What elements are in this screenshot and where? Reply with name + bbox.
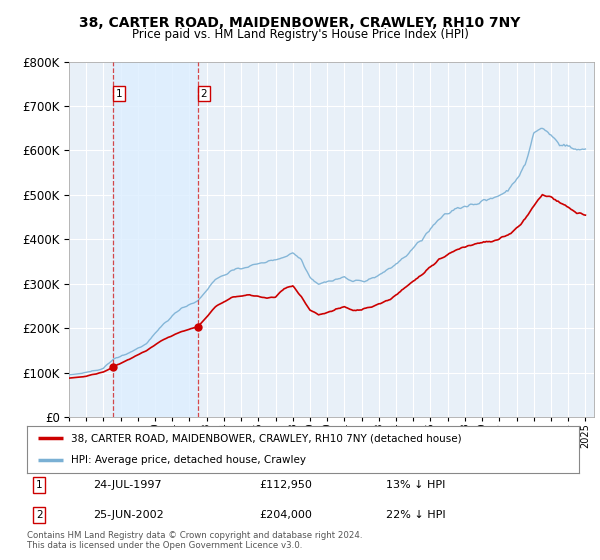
Bar: [113, 62, 198, 417]
Text: £112,950: £112,950: [259, 480, 312, 490]
Text: 2: 2: [36, 510, 43, 520]
Text: 38, CARTER ROAD, MAIDENBOWER, CRAWLEY, RH10 7NY: 38, CARTER ROAD, MAIDENBOWER, CRAWLEY, R…: [79, 16, 521, 30]
Text: 13% ↓ HPI: 13% ↓ HPI: [386, 480, 445, 490]
Text: £204,000: £204,000: [259, 510, 312, 520]
Text: 22% ↓ HPI: 22% ↓ HPI: [386, 510, 445, 520]
Text: Contains HM Land Registry data © Crown copyright and database right 2024.
This d: Contains HM Land Registry data © Crown c…: [27, 531, 362, 550]
Text: 1: 1: [36, 480, 43, 490]
Text: 25-JUN-2002: 25-JUN-2002: [93, 510, 164, 520]
Text: 2: 2: [200, 88, 207, 99]
Text: 38, CARTER ROAD, MAIDENBOWER, CRAWLEY, RH10 7NY (detached house): 38, CARTER ROAD, MAIDENBOWER, CRAWLEY, R…: [71, 433, 462, 444]
Text: 24-JUL-1997: 24-JUL-1997: [93, 480, 162, 490]
Text: Price paid vs. HM Land Registry's House Price Index (HPI): Price paid vs. HM Land Registry's House …: [131, 28, 469, 41]
Text: HPI: Average price, detached house, Crawley: HPI: Average price, detached house, Craw…: [71, 455, 306, 465]
Text: 1: 1: [116, 88, 122, 99]
